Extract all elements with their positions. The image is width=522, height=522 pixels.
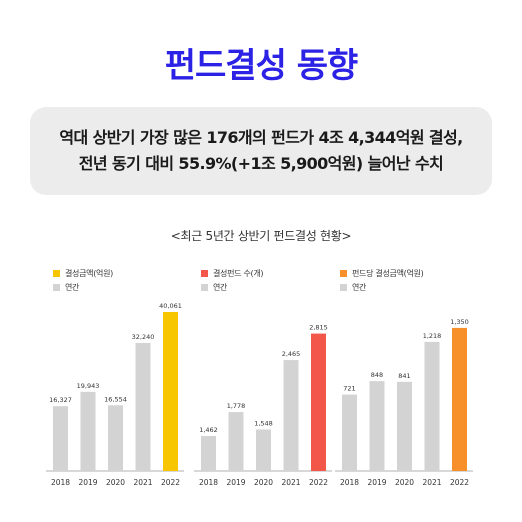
- bar-2021: [135, 343, 151, 471]
- legend-item: 연간: [53, 280, 113, 294]
- legend-swatch-highlight: [201, 269, 208, 277]
- legend-item: 펀드당 결성금액(억원): [340, 266, 424, 280]
- legend-item: 결성금액(억원): [53, 266, 113, 280]
- x-tick-label: 2021: [422, 478, 441, 487]
- bar-value-label: 2,815: [309, 324, 328, 332]
- bar-2020: [397, 381, 412, 471]
- bar-2019: [369, 381, 385, 471]
- bar-value-label: 16,554: [104, 395, 127, 403]
- page-title: 펀드결성 동향: [164, 46, 359, 86]
- x-tick-label: 2018: [199, 478, 218, 487]
- legend-label: 결성금액(억원): [65, 268, 114, 278]
- legend-label: 연간: [352, 282, 367, 292]
- summary-line-1: 역대 상반기 가장 많은 176개의 펀드가 4조 4,344억원 결성,: [59, 128, 463, 147]
- bar-value-label: 1,778: [227, 402, 246, 410]
- fund-amount-chart: 16,327 2018 19,943 2019 16,554 2020 32,240 2021…: [46, 302, 184, 487]
- bar-value-label: 1,350: [450, 318, 469, 326]
- legend-item: 연간: [201, 280, 263, 294]
- legend-swatch-annual: [340, 283, 347, 291]
- bar-2018: [342, 394, 357, 471]
- bar-2020: [108, 405, 123, 471]
- bar-value-label: 841: [398, 372, 410, 380]
- legend-label: 연간: [213, 282, 228, 292]
- amount-per-fund-chart: 721 2018 848 2019 841 2020 1,218 2021 1,350 2022: [335, 318, 473, 487]
- bar-2019: [80, 391, 96, 471]
- legend-item: 결성펀드 수(개): [201, 266, 264, 280]
- x-tick-label: 2018: [340, 478, 359, 487]
- bar-value-label: 40,061: [159, 302, 182, 310]
- legend-label: 연간: [65, 282, 80, 292]
- legend-swatch-highlight: [340, 269, 347, 277]
- x-tick-label: 2021: [281, 478, 300, 487]
- bar-2020: [256, 429, 271, 471]
- x-tick-label: 2018: [51, 478, 70, 487]
- summary-line-2: 전년 동기 대비 55.9%(+1조 5,900억원) 늘어난 수치: [78, 154, 444, 173]
- bar-value-label: 848: [371, 371, 383, 379]
- x-tick-label: 2020: [254, 478, 273, 487]
- bar-value-label: 1,548: [254, 420, 273, 428]
- x-tick-label: 2022: [161, 478, 180, 487]
- legend-label: 펀드당 결성금액(억원): [352, 268, 424, 278]
- chart-subtitle: <최근 5년간 상반기 펀드결성 현황>: [170, 229, 352, 243]
- bar-2022: [452, 327, 467, 471]
- x-tick-label: 2019: [226, 478, 245, 487]
- x-tick-label: 2022: [309, 478, 328, 487]
- bar-2019: [228, 412, 244, 471]
- fund-count-chart: 1,462 2018 1,778 2019 1,548 2020 2,465 2021 2,81…: [194, 324, 332, 487]
- legend-item: 연간: [340, 280, 423, 294]
- bar-value-label: 32,240: [132, 333, 155, 341]
- x-tick-label: 2022: [450, 478, 469, 487]
- bar-2018: [201, 436, 216, 471]
- x-tick-label: 2020: [395, 478, 414, 487]
- bar-2021: [283, 360, 299, 471]
- bar-2018: [53, 406, 68, 471]
- bar-value-label: 721: [343, 385, 355, 393]
- x-tick-label: 2021: [133, 478, 152, 487]
- x-tick-label: 2020: [106, 478, 125, 487]
- bar-value-label: 16,327: [49, 396, 72, 404]
- bar-2021: [424, 341, 440, 471]
- legend-chart-2: 결성펀드 수(개) 연간: [201, 266, 264, 294]
- bar-value-label: 1,218: [423, 332, 442, 340]
- legend-swatch-annual: [201, 283, 208, 291]
- legend-chart-3: 펀드당 결성금액(억원) 연간: [340, 266, 424, 294]
- legend-swatch-highlight: [53, 269, 60, 277]
- legend-swatch-annual: [53, 283, 60, 291]
- bar-value-label: 1,462: [199, 426, 218, 434]
- bar-2022: [311, 333, 326, 471]
- bar-value-label: 19,943: [77, 382, 100, 390]
- bar-value-label: 2,465: [282, 350, 301, 358]
- legend-chart-1: 결성금액(억원) 연간: [53, 266, 113, 294]
- x-tick-label: 2019: [78, 478, 97, 487]
- summary-box: 역대 상반기 가장 많은 176개의 펀드가 4조 4,344억원 결성, 전년…: [30, 107, 492, 195]
- legend-label: 결성펀드 수(개): [213, 268, 264, 278]
- bar-2022: [163, 312, 178, 471]
- x-tick-label: 2019: [367, 478, 386, 487]
